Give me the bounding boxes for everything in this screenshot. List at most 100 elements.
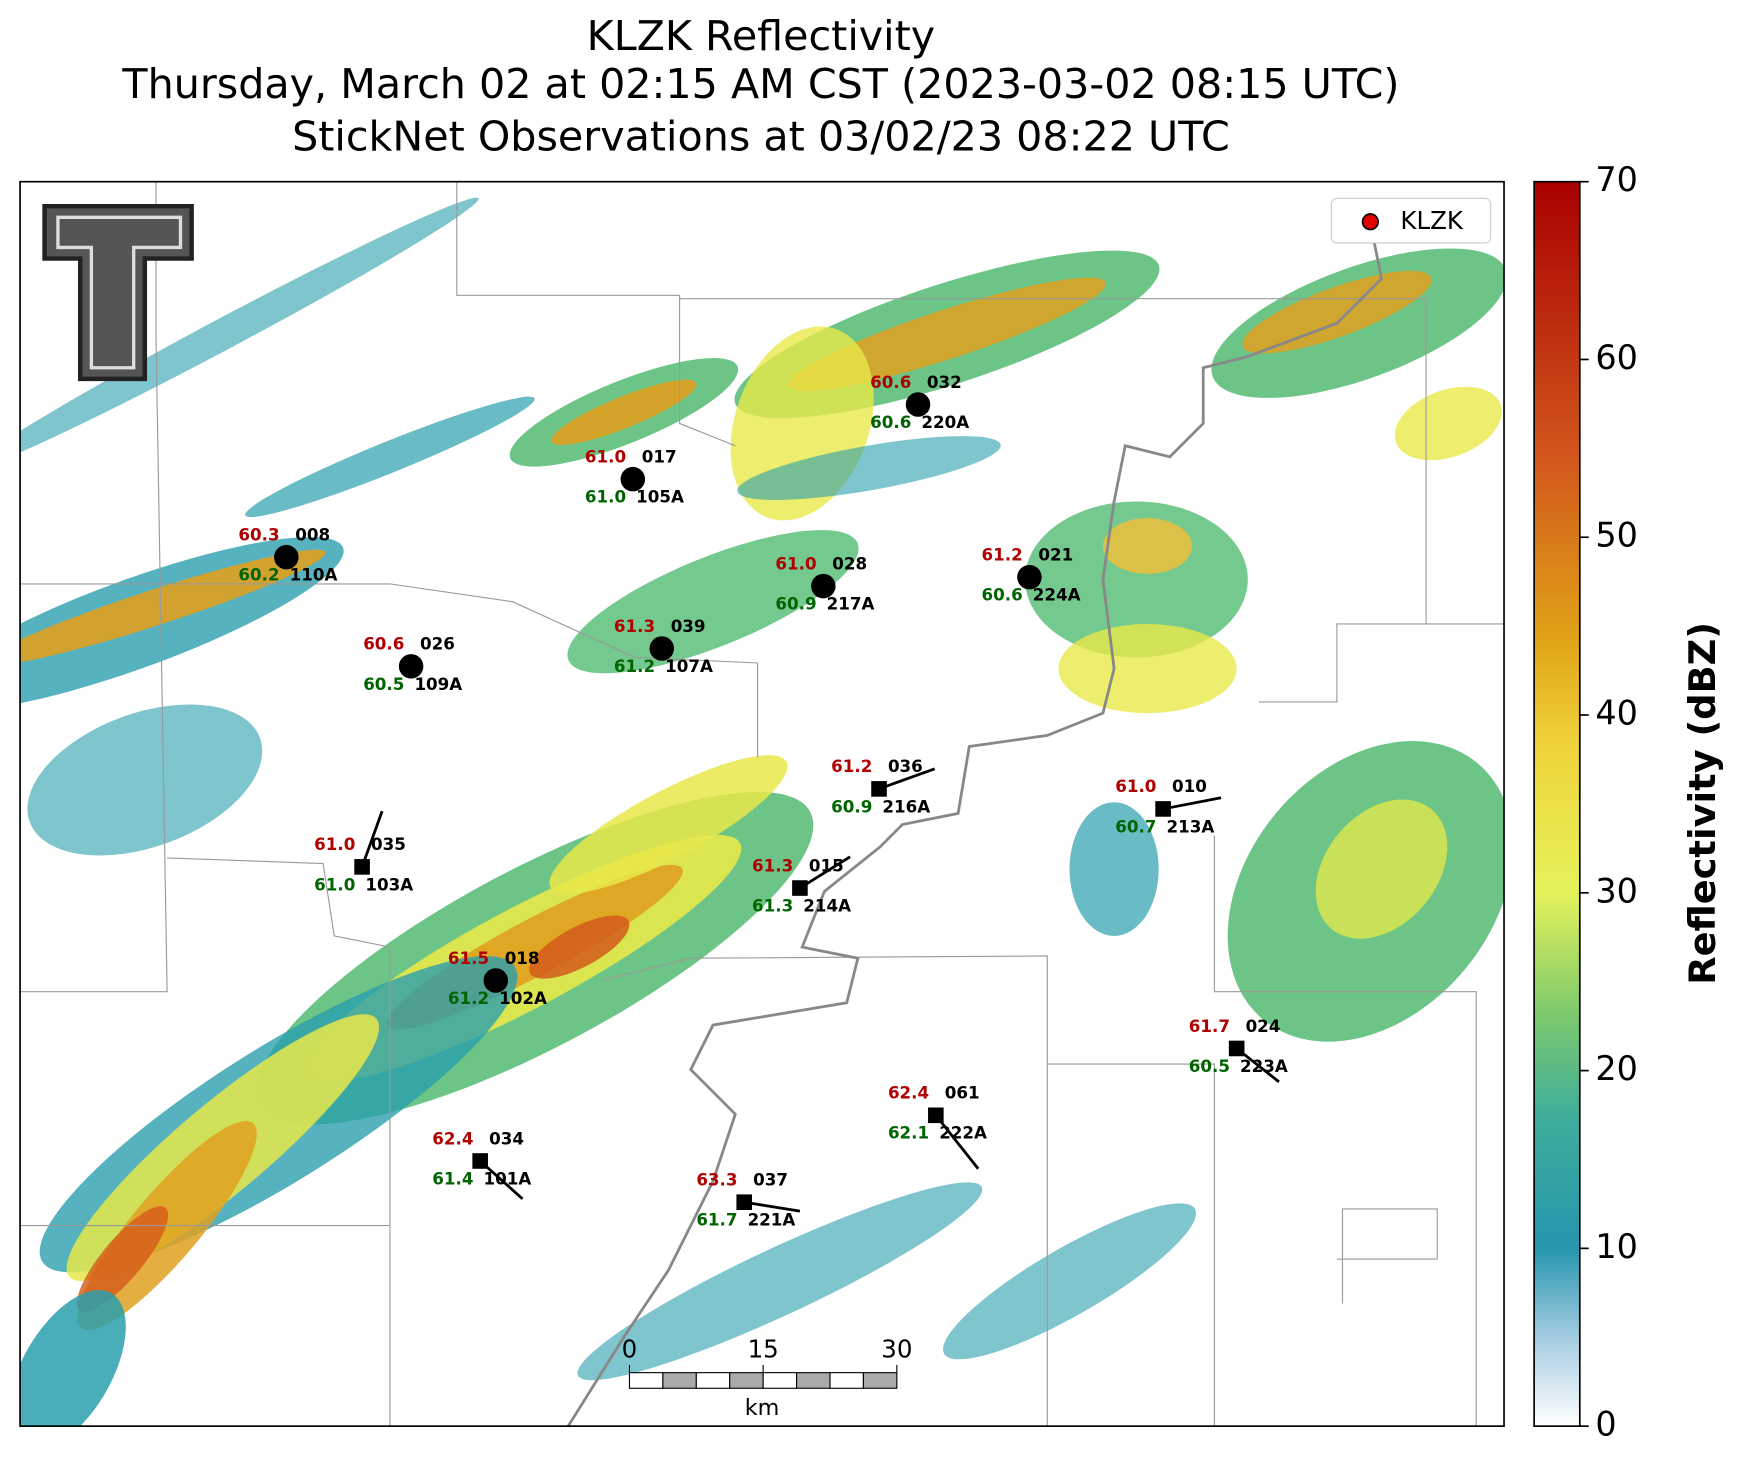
station: 60.3 008 60.2 110A <box>238 524 337 584</box>
radar-echo <box>20 549 326 665</box>
dewpoint: 60.2 <box>238 565 279 585</box>
station-id: 105A <box>636 487 684 507</box>
scale-tick-label: 30 <box>881 1334 912 1363</box>
radar-echo <box>1102 518 1193 574</box>
radar-echo <box>737 436 1001 500</box>
wind-barb <box>878 767 936 791</box>
legend-marker <box>1361 213 1379 231</box>
colorbar-tick-label: 0 <box>1595 1405 1616 1444</box>
station-id: 221A <box>748 1210 796 1230</box>
station-id: 224A <box>1033 585 1081 605</box>
dewpoint: 61.2 <box>614 656 655 676</box>
station-id: 109A <box>414 674 462 694</box>
temperature: 61.2 <box>831 756 872 776</box>
radar-echo <box>567 530 859 674</box>
wind-barb <box>360 810 384 868</box>
station-marker <box>1155 801 1171 817</box>
station-id: 103A <box>365 874 413 894</box>
legend-label: KLZK <box>1400 206 1463 235</box>
dewpoint: 61.7 <box>696 1210 737 1230</box>
title-line: StickNet Observations at 03/02/23 08:22 … <box>292 112 1230 160</box>
colorbar-tick-label: 20 <box>1595 1049 1638 1088</box>
dewpoint: 61.2 <box>448 988 489 1008</box>
station-id: 217A <box>827 594 875 614</box>
station-id: 107A <box>665 656 713 676</box>
station: 61.2 021 60.6 224A <box>982 545 1081 605</box>
station-id: 223A <box>1240 1056 1288 1076</box>
colorbar: Reflectivity (dBZ) 0 10 20 30 40 50 60 70 <box>1533 160 1724 1444</box>
dewpoint: 60.5 <box>363 674 404 694</box>
station-marker <box>1228 1040 1245 1057</box>
radar-echo <box>577 1182 983 1381</box>
dewpoint: 60.5 <box>1189 1056 1230 1076</box>
temperature: 61.3 <box>614 616 655 636</box>
dewpoint: 60.9 <box>831 796 872 816</box>
colorbar-tick-label: 70 <box>1595 160 1638 199</box>
station: 61.0 035 61.0 103A <box>314 810 413 894</box>
station-id: 213A <box>1166 816 1214 836</box>
station-marker <box>649 636 675 661</box>
station: 61.0 010 60.7 213A <box>1115 776 1222 836</box>
scale-tick-label: 15 <box>748 1334 779 1363</box>
station: 63.3 037 61.7 221A <box>696 1170 801 1230</box>
colorbar-tick-label: 50 <box>1595 516 1638 555</box>
station-code: 036 <box>888 756 923 776</box>
temperature: 61.0 <box>1115 776 1156 796</box>
colorbar-tick-label: 30 <box>1595 871 1638 910</box>
scale-segment <box>762 1372 798 1389</box>
station: 60.6 026 60.5 109A <box>363 634 462 694</box>
scale-segment <box>796 1372 831 1389</box>
dewpoint: 60.6 <box>982 585 1023 605</box>
station-marker <box>736 1194 753 1211</box>
wind-barb <box>1162 796 1222 811</box>
station-marker <box>905 392 931 417</box>
map-frame <box>19 180 1505 1427</box>
legend-box <box>1330 197 1492 244</box>
radar-echo <box>529 915 630 979</box>
station-code: 024 <box>1246 1016 1281 1036</box>
station-marker <box>871 781 887 797</box>
station-marker <box>354 859 370 875</box>
station-marker <box>398 654 424 679</box>
station-id: 101A <box>484 1168 532 1188</box>
temperature: 61.3 <box>752 855 793 875</box>
temperature: 60.3 <box>238 524 279 544</box>
colorbar-ramp <box>1533 180 1581 1427</box>
temperature: 61.0 <box>775 553 816 573</box>
radar-echo <box>551 379 697 445</box>
dewpoint: 61.4 <box>432 1168 473 1188</box>
logo <box>42 203 194 382</box>
station-id: 222A <box>939 1123 987 1143</box>
station-id: 110A <box>290 565 338 585</box>
station-code: 026 <box>420 634 455 654</box>
station-marker <box>274 544 299 570</box>
station: 62.4 061 62.1 222A <box>888 1083 987 1170</box>
station-marker <box>792 880 808 896</box>
station-marker <box>928 1107 944 1124</box>
station-code: 021 <box>1038 545 1073 565</box>
station-code: 015 <box>809 855 844 875</box>
radar-echo <box>549 755 788 894</box>
station: 62.4 034 61.4 101A <box>432 1128 532 1200</box>
station: 61.0 017 61.0 105A <box>585 446 684 506</box>
scale-tick-label: 0 <box>622 1334 638 1363</box>
station-id: 220A <box>921 412 969 432</box>
station-id: 214A <box>803 895 851 915</box>
station-marker <box>483 968 509 993</box>
station: 60.6 032 60.6 220A <box>870 372 969 432</box>
dewpoint: 61.0 <box>314 874 355 894</box>
scale-segment <box>829 1372 864 1389</box>
station: 61.5 018 61.2 102A <box>448 948 547 1008</box>
scale-segment <box>662 1372 697 1389</box>
station-code: 039 <box>671 616 706 636</box>
station: 61.3 039 61.2 107A <box>614 616 713 676</box>
station-code: 034 <box>489 1128 524 1148</box>
dewpoint: 60.7 <box>1115 816 1156 836</box>
colorbar-label: Reflectivity (dBZ) <box>1681 622 1724 985</box>
scale-segment <box>862 1372 898 1389</box>
wind-barb <box>744 1200 801 1213</box>
station-code: 061 <box>945 1083 980 1103</box>
radar-echo <box>20 1290 126 1427</box>
wind-barb <box>799 855 851 890</box>
